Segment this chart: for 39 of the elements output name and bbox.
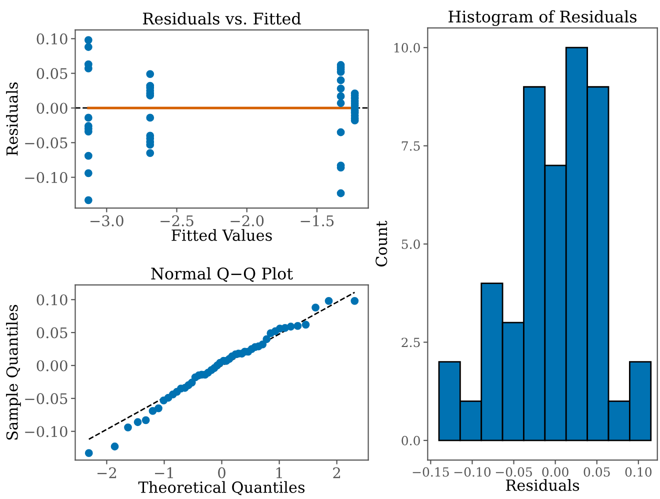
y-axis-title: Sample Quantiles — [6, 304, 21, 440]
y-tick-label: 0.10 — [36, 33, 68, 44]
x-axis-title: Residuals — [506, 479, 580, 491]
y-tick-label: 10.0 — [394, 43, 420, 53]
y-axis-title: Residuals — [6, 82, 18, 156]
y-tick-label: 0.10 — [36, 294, 68, 306]
x-tick-label: 0.10 — [625, 467, 652, 477]
y-tick-label: 2.5 — [402, 338, 420, 348]
x-tick-label: −1 — [155, 467, 173, 478]
y-tick-label: 0.05 — [36, 68, 68, 80]
x-tick-label: −2 — [98, 467, 116, 478]
y-tick-label: 0.00 — [36, 360, 68, 372]
x-tick-label: −3.0 — [90, 215, 124, 226]
y-tick-label: −0.10 — [25, 172, 68, 184]
x-tick-label: 0.00 — [542, 467, 568, 477]
y-tick-label: 0.0 — [402, 436, 420, 446]
y-tick-label: −0.05 — [25, 137, 68, 148]
y-tick-label: 5.0 — [402, 239, 420, 249]
chart-title: Normal Q−Q Plot — [151, 267, 293, 282]
x-tick-label: −0.10 — [454, 467, 491, 477]
chart-title: Residuals vs. Fitted — [143, 12, 301, 25]
y-tick-label: −0.10 — [25, 426, 68, 438]
y-tick-label: 7.5 — [402, 141, 420, 151]
x-axis-title: Theoretical Quantiles — [138, 481, 305, 496]
y-axis-title: Count — [376, 220, 388, 267]
x-tick-label: −1.5 — [300, 215, 334, 226]
y-tick-label: 0.00 — [36, 102, 68, 114]
x-tick-label: −2.5 — [160, 215, 194, 226]
x-axis-title: Fitted Values — [172, 229, 272, 241]
x-tick-label: 0 — [218, 467, 226, 478]
x-tick-label: −0.15 — [412, 467, 449, 477]
x-tick-label: −2.0 — [230, 215, 264, 226]
x-tick-label: 2 — [333, 467, 340, 478]
x-tick-label: −0.05 — [496, 467, 532, 477]
chart-title: Histogram of Residuals — [448, 10, 636, 26]
y-tick-label: −0.05 — [25, 393, 68, 404]
y-tick-label: 0.05 — [36, 327, 68, 338]
x-tick-label: 0.05 — [584, 467, 610, 477]
x-tick-label: 1 — [276, 467, 282, 478]
